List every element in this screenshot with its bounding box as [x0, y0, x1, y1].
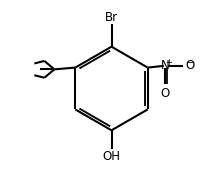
Text: O: O — [185, 59, 194, 72]
Text: −: − — [186, 58, 194, 68]
Text: O: O — [161, 87, 170, 100]
Text: +: + — [165, 58, 172, 67]
Text: OH: OH — [103, 150, 120, 163]
Text: N: N — [161, 59, 169, 72]
Text: Br: Br — [105, 10, 118, 24]
